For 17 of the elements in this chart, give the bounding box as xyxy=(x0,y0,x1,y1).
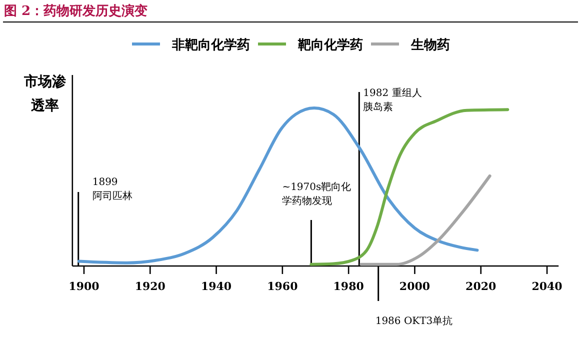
x-tick-label: 1960 xyxy=(267,280,298,294)
x-tick-label: 2020 xyxy=(466,280,497,294)
x-tick-label: 2040 xyxy=(532,280,563,294)
x-tick-label: 1940 xyxy=(200,280,232,294)
chart-title: 图 2：药物研发历史演变 xyxy=(4,3,148,19)
legend-label: 生物药 xyxy=(410,37,450,53)
x-tick-label: 1900 xyxy=(68,280,100,294)
ref-line-label: 1899 阿司匹林 xyxy=(92,177,132,202)
legend-label: 非靶向化学药 xyxy=(171,37,250,53)
ref-line-label: 1986 OKT3单抗 xyxy=(375,315,453,327)
x-tick-label: 1980 xyxy=(333,280,364,294)
legend-label: 靶向化学药 xyxy=(297,37,363,53)
ref-line-label: 1982 重组人胰岛素 xyxy=(363,87,422,113)
x-tick-label: 2000 xyxy=(399,280,430,294)
ref-line-label: ~1970s靶向化学药物发现 xyxy=(282,181,352,207)
y-axis-title: 市场渗透率 xyxy=(23,73,67,114)
x-tick-label: 1920 xyxy=(134,280,166,294)
